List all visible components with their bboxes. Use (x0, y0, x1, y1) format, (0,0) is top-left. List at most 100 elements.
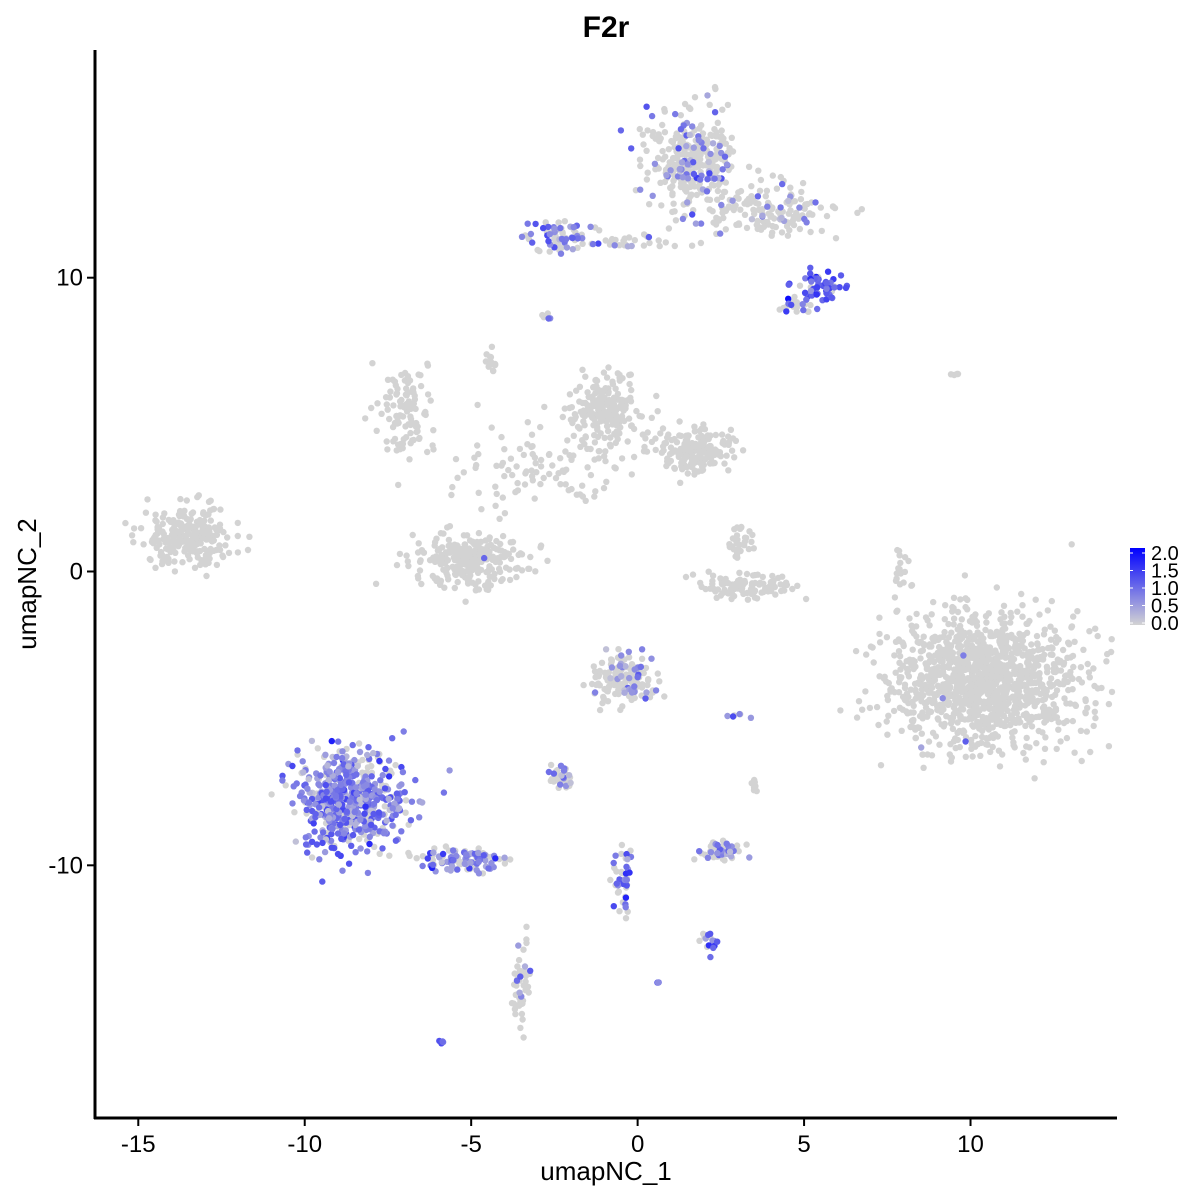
cell-point (683, 142, 690, 150)
y-tick-label: 10 (56, 265, 83, 292)
cell-point (529, 477, 536, 484)
cell-point (454, 557, 461, 564)
cell-point (962, 753, 969, 760)
cell-point (514, 487, 522, 494)
cell-point (720, 437, 727, 445)
cell-point (712, 446, 719, 453)
cell-point (987, 656, 994, 663)
cell-point (219, 553, 227, 561)
cell-point (419, 799, 426, 806)
cell-point (598, 417, 605, 424)
cell-point (945, 620, 952, 628)
cell-point (1016, 683, 1023, 691)
cell-point (1036, 670, 1043, 677)
cell-point (628, 689, 636, 696)
cell-point (364, 869, 372, 877)
cell-point (475, 529, 483, 537)
cell-point (561, 405, 568, 412)
cell-point (1022, 756, 1029, 763)
cell-point (939, 695, 946, 702)
cell-point (1108, 688, 1116, 696)
cell-point (1015, 689, 1022, 696)
cell-point (449, 483, 456, 491)
cell-point (813, 284, 821, 291)
cell-point (194, 554, 201, 561)
cell-point (527, 230, 535, 238)
cell-point (954, 719, 961, 726)
cell-point (591, 439, 599, 446)
cell-point (797, 196, 805, 203)
cell-point (802, 595, 810, 603)
cell-point (697, 176, 704, 183)
cell-point (409, 531, 416, 539)
cell-point (234, 519, 241, 527)
cell-point (573, 491, 580, 498)
cell-point (352, 821, 359, 828)
cell-point (943, 645, 950, 653)
cell-point (334, 786, 341, 794)
cell-point (438, 859, 445, 866)
cell-point (940, 670, 947, 678)
cell-point (659, 156, 666, 163)
cell-point (1012, 699, 1020, 706)
colorbar-label: 1.5 (1151, 561, 1179, 583)
cell-point (515, 956, 523, 964)
cell-point (1008, 712, 1016, 719)
cell-point (644, 127, 651, 134)
cell-point (437, 561, 444, 568)
cell-point (1061, 695, 1068, 702)
cell-point (657, 135, 664, 142)
cell-point (589, 414, 596, 421)
cell-point (561, 218, 568, 225)
cell-point (178, 526, 185, 533)
cell-point (768, 587, 775, 595)
cell-point (953, 370, 961, 378)
cell-point (961, 666, 968, 673)
cell-point (622, 663, 629, 670)
cell-point (609, 406, 616, 413)
cell-point (300, 797, 308, 804)
cell-point (369, 360, 376, 367)
cell-point (664, 434, 671, 441)
cell-point (723, 452, 730, 459)
cell-point (654, 670, 661, 677)
cell-point (1018, 642, 1025, 650)
cell-point (500, 553, 508, 561)
cell-point (940, 723, 947, 730)
cell-point (646, 201, 653, 208)
cell-point (364, 764, 372, 771)
cell-point (302, 834, 309, 841)
cell-point (736, 541, 744, 548)
cell-point (682, 573, 690, 581)
cell-point (789, 585, 796, 593)
cell-point (700, 421, 707, 428)
cell-point (628, 386, 635, 394)
cell-point (157, 548, 165, 556)
cell-point (328, 830, 335, 838)
cell-point (395, 441, 402, 448)
cell-point (615, 888, 622, 895)
cell-point (987, 686, 995, 693)
colorbar (1130, 548, 1145, 625)
cell-point (612, 852, 619, 859)
cell-point (637, 162, 644, 170)
cell-point (928, 643, 935, 650)
cell-point (1007, 609, 1014, 617)
cell-point (186, 556, 193, 563)
cell-point (595, 448, 602, 455)
cell-point (524, 419, 531, 426)
cell-point (743, 570, 751, 578)
cell-point (751, 579, 759, 587)
cell-point (997, 673, 1004, 680)
cell-point (765, 210, 772, 217)
cell-point (651, 160, 659, 167)
cell-point (505, 466, 512, 474)
cell-point (1074, 608, 1081, 615)
cell-point (899, 639, 906, 646)
cell-point (711, 175, 718, 182)
cell-point (892, 577, 900, 584)
cell-point (466, 549, 473, 557)
cell-point (1039, 704, 1047, 712)
cell-point (522, 470, 529, 477)
cell-point (913, 610, 920, 618)
